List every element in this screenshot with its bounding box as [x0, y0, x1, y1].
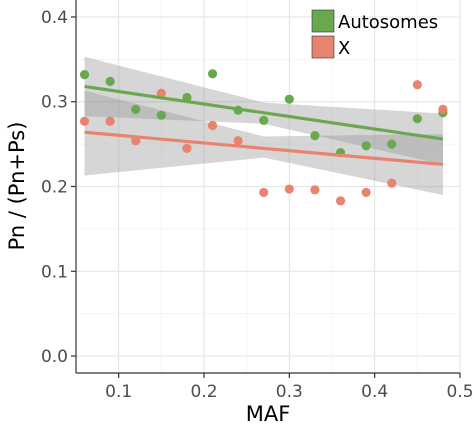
data-point — [105, 116, 115, 126]
confidence-bands — [84, 56, 443, 195]
data-point — [156, 88, 166, 98]
y-axis-ticks: 0.0 0.1 0.2 0.3 0.4 — [41, 8, 76, 367]
data-point — [233, 136, 243, 146]
data-point — [131, 104, 141, 114]
x-tick-label: 0.1 — [105, 382, 132, 402]
x-axis-ticks: 0.1 0.2 0.3 0.4 0.5 — [105, 373, 474, 402]
data-points — [79, 69, 448, 206]
y-tick-label: 0.0 — [41, 347, 68, 367]
data-point — [259, 187, 269, 198]
legend-label: Autosomes — [338, 12, 438, 33]
data-point — [284, 184, 294, 194]
data-point — [412, 80, 422, 90]
trend-line — [84, 130, 444, 167]
data-point — [79, 116, 90, 126]
data-point — [361, 187, 371, 198]
legend: Autosomes X — [311, 9, 438, 59]
data-point — [207, 69, 218, 79]
x-tick-label: 0.2 — [190, 382, 217, 402]
trend-line — [84, 84, 444, 141]
y-tick-label: 0.4 — [41, 8, 68, 28]
data-point — [207, 120, 218, 131]
legend-key — [311, 35, 335, 59]
data-point — [387, 178, 397, 188]
y-tick-label: 0.2 — [41, 178, 68, 198]
data-point — [310, 131, 320, 141]
legend-label: X — [338, 38, 350, 59]
x-tick-label: 0.3 — [276, 382, 303, 402]
y-tick-label: 0.1 — [41, 262, 68, 282]
y-tick-label: 0.3 — [41, 93, 68, 113]
y-axis-title: Pn / (Pn+Ps) — [5, 122, 29, 251]
confidence-band — [84, 90, 443, 195]
x-tick-label: 0.4 — [361, 382, 388, 402]
data-point — [412, 114, 422, 124]
data-point — [284, 94, 294, 104]
data-point — [156, 110, 166, 120]
data-point — [182, 143, 192, 153]
data-point — [259, 115, 269, 125]
data-point — [387, 139, 397, 149]
data-point — [79, 70, 90, 80]
data-point — [310, 185, 320, 195]
data-point — [438, 104, 448, 114]
data-point — [105, 76, 115, 86]
data-point — [361, 141, 371, 151]
x-tick-label: 0.5 — [446, 382, 473, 402]
trend-lines — [84, 84, 444, 167]
legend-key — [311, 9, 335, 33]
confidence-band — [84, 56, 443, 165]
x-axis-title: MAF — [246, 402, 291, 426]
data-point — [335, 196, 346, 206]
